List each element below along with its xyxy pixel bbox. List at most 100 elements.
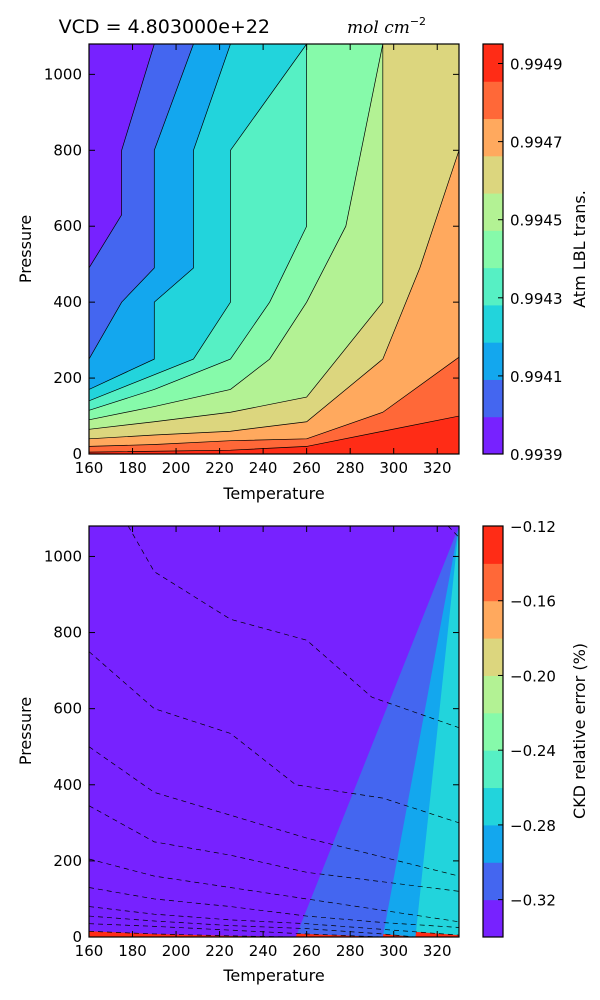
bot-ytick-label-3: 600 — [53, 700, 82, 718]
top-contour-line-9 — [89, 415, 459, 453]
bot-cbar-tick-label-1: −0.28 — [510, 817, 556, 835]
bot-band-0 — [89, 526, 459, 937]
top-colorbar-swatch-9 — [483, 81, 503, 120]
bottom-contour-lines — [89, 526, 459, 937]
bot-cbar-tick-label-3: −0.20 — [510, 667, 556, 685]
top-xtick-label-5: 260 — [292, 459, 321, 477]
top-colorbar-swatch-6 — [483, 193, 503, 231]
bottom-plot-frame — [88, 525, 460, 938]
bot-cbar-tick-label-0: −0.32 — [510, 892, 556, 910]
bot-contour-line-9 — [127, 526, 459, 729]
top-colorbar — [483, 44, 503, 455]
top-ytick-label-3: 600 — [53, 217, 82, 235]
bot-xtick-label-6: 280 — [336, 942, 365, 960]
bot-contour-line-8 — [89, 651, 459, 824]
top-cbar-tick-label-1: 0.9941 — [510, 368, 563, 386]
top-band-0 — [89, 44, 459, 268]
top-colorbar-swatch-2 — [483, 342, 503, 380]
top-contour-line-4 — [89, 44, 307, 411]
bot-colorbar-swatch-3 — [483, 787, 503, 826]
top-xtick-label-7: 300 — [379, 459, 408, 477]
bot-colorbar-swatch-0 — [483, 899, 503, 938]
bot-colorbar-swatch-8 — [483, 600, 503, 639]
top-xtick-label-1: 180 — [118, 459, 147, 477]
bot-contour-line-3 — [89, 906, 459, 936]
top-colorbar-swatch-4 — [483, 267, 503, 306]
bot-ytick-label-1: 200 — [53, 852, 82, 870]
bot-cbar-tick-label-4: −0.16 — [510, 593, 556, 611]
bot-xtick-label-2: 200 — [162, 942, 191, 960]
bot-xtick-label-5: 260 — [292, 942, 321, 960]
top-panel: VCD = 4.803000e+22 mol cm−2 160 180 200 220… — [16, 15, 589, 503]
bottom-x-axis-label: Temperature — [222, 966, 324, 985]
top-cbar-tick-label-3: 0.9945 — [510, 212, 563, 230]
bottom-y-axis: 0 200 400 600 800 1000 — [44, 547, 459, 946]
bottom-colorbar-frame — [482, 525, 504, 938]
bot-contour-line-2 — [89, 915, 416, 937]
bot-contour-line-7 — [89, 746, 459, 877]
top-plot-frame — [88, 43, 460, 455]
top-xtick-label-2: 200 — [162, 459, 191, 477]
top-cbar-tick-label-2: 0.9943 — [510, 290, 563, 308]
top-ytick-label-1: 200 — [53, 369, 82, 387]
bot-contour-line-1 — [89, 923, 383, 937]
bot-contour-line-4 — [89, 887, 459, 928]
top-title: VCD = 4.803000e+22 — [59, 16, 270, 38]
top-colorbar-swatch-5 — [483, 230, 503, 269]
top-contour-line-7 — [89, 44, 459, 440]
bot-colorbar-swatch-9 — [483, 563, 503, 602]
bot-xtick-label-1: 180 — [118, 942, 147, 960]
top-contour-line-6 — [89, 44, 384, 430]
bot-colorbar-swatch-10 — [483, 526, 503, 564]
top-colorbar-swatch-3 — [483, 304, 503, 343]
top-colorbar-swatch-1 — [483, 379, 503, 418]
top-contour-line-8 — [89, 356, 459, 447]
bot-colorbar-swatch-4 — [483, 750, 503, 789]
bot-contour-line-10 — [447, 526, 459, 538]
bottom-colorbar-label: CKD relative error (%) — [570, 643, 589, 819]
bot-xtick-label-0: 160 — [75, 942, 104, 960]
bot-ytick-label-2: 400 — [53, 776, 82, 794]
bot-contour-line-5 — [89, 858, 459, 923]
top-xtick-label-8: 320 — [423, 459, 452, 477]
bot-colorbar-swatch-5 — [483, 712, 503, 751]
bot-colorbar-swatch-1 — [483, 862, 503, 901]
bottom-contour-bands — [89, 526, 459, 937]
top-contour-lines — [89, 44, 459, 453]
top-y-axis: 0 200 400 600 800 1000 — [44, 65, 459, 463]
top-ytick-label-2: 400 — [53, 293, 82, 311]
bot-ytick-label-4: 800 — [53, 624, 82, 642]
top-contour-line-5 — [89, 44, 384, 421]
top-colorbar-swatch-7 — [483, 155, 503, 194]
bottom-x-axis: 160 180 200 220 240 260 280 300 320 — [75, 526, 452, 960]
top-colorbar-frame — [482, 43, 504, 455]
bottom-panel: 160 180 200 220 240 260 280 300 320 0 200 400 600 80… — [16, 518, 589, 985]
top-contour-line-3 — [89, 44, 307, 402]
bot-ytick-label-5: 1000 — [44, 547, 82, 565]
bot-xtick-label-4: 240 — [249, 942, 278, 960]
bot-xtick-label-8: 320 — [423, 942, 452, 960]
bot-xtick-label-3: 220 — [205, 942, 234, 960]
top-colorbar-label: Atm LBL trans. — [570, 190, 589, 308]
top-contour-bands — [89, 44, 459, 454]
top-xtick-label-4: 240 — [249, 459, 278, 477]
top-ytick-label-0: 0 — [72, 445, 82, 463]
bottom-y-axis-label: Pressure — [16, 697, 35, 765]
bot-xtick-label-7: 300 — [379, 942, 408, 960]
top-xtick-label-3: 220 — [205, 459, 234, 477]
bot-colorbar-swatch-6 — [483, 675, 503, 714]
top-cbar-tick-label-4: 0.9947 — [510, 134, 563, 152]
top-cbar-tick-label-0: 0.9939 — [510, 446, 563, 464]
top-title-math: mol cm−2 — [347, 15, 426, 38]
bot-cbar-tick-label-2: −0.24 — [510, 742, 556, 760]
top-ytick-label-4: 800 — [53, 141, 82, 159]
top-colorbar-swatch-8 — [483, 118, 503, 157]
top-cbar-tick-label-5: 0.9949 — [510, 56, 563, 74]
top-xtick-label-6: 280 — [336, 459, 365, 477]
bot-contour-line-6 — [89, 805, 459, 892]
bot-ytick-label-0: 0 — [72, 928, 82, 946]
top-contour-line-2 — [89, 44, 231, 390]
top-xtick-label-0: 160 — [75, 459, 104, 477]
top-ytick-label-5: 1000 — [44, 65, 82, 83]
